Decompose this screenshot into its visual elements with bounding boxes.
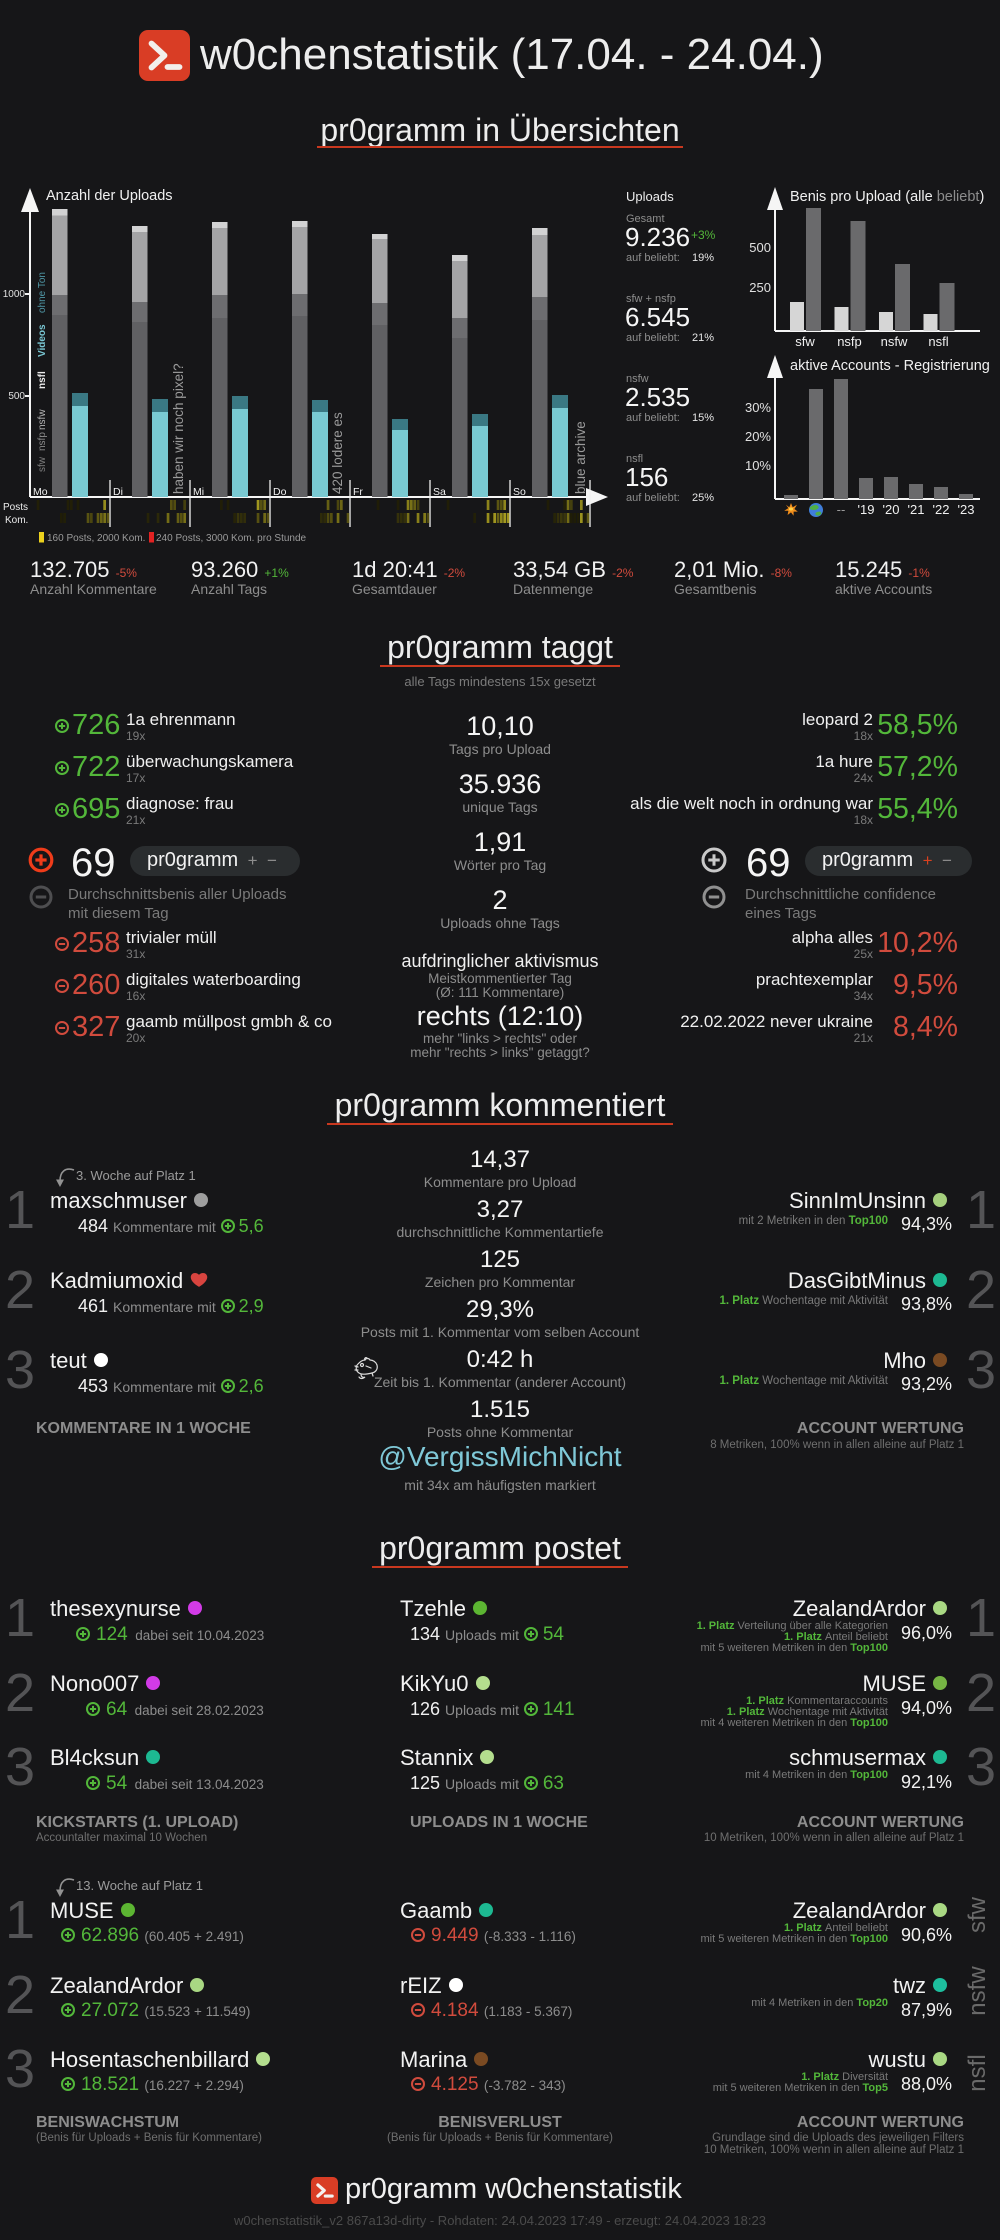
svg-text:haben wir noch pixel?: haben wir noch pixel?	[171, 363, 186, 494]
svg-text:--: --	[837, 502, 846, 517]
svg-text:nsfw: nsfw	[881, 334, 908, 349]
svg-text:Kom.: Kom.	[5, 515, 28, 526]
svg-text:'20: '20	[883, 502, 900, 517]
svg-text:420 lodere es: 420 lodere es	[330, 412, 345, 494]
svg-text:10%: 10%	[745, 458, 771, 473]
svg-text:nsfl: nsfl	[928, 334, 948, 349]
svg-text:Mi: Mi	[193, 486, 204, 498]
svg-text:'23: '23	[958, 502, 975, 517]
svg-text:250: 250	[749, 280, 771, 295]
svg-text:Fr: Fr	[353, 486, 363, 498]
svg-text:240 Posts, 3000 Kom. pro Stund: 240 Posts, 3000 Kom. pro Stunde	[156, 533, 307, 544]
svg-text:500: 500	[749, 240, 771, 255]
svg-text:'22: '22	[933, 502, 950, 517]
svg-text:nsfw: nsfw	[37, 409, 48, 430]
svg-text:Anzahl der Uploads: Anzahl der Uploads	[46, 188, 173, 204]
svg-text:nsfl: nsfl	[37, 371, 48, 389]
svg-text:nsfp: nsfp	[37, 432, 48, 451]
svg-text:sfw: sfw	[795, 334, 815, 349]
svg-text:160 Posts, 2000 Kom.: 160 Posts, 2000 Kom.	[47, 533, 145, 544]
svg-text:Posts: Posts	[3, 502, 28, 513]
svg-text:blue archive: blue archive	[573, 421, 588, 494]
svg-text:sfw: sfw	[37, 456, 48, 472]
svg-text:20%: 20%	[745, 429, 771, 444]
svg-text:Di: Di	[113, 486, 123, 498]
svg-text:nsfp: nsfp	[837, 334, 862, 349]
svg-text:Mo: Mo	[33, 486, 48, 498]
svg-text:ohne Ton: ohne Ton	[37, 272, 48, 313]
svg-text:So: So	[513, 486, 526, 498]
svg-text:'21: '21	[908, 502, 925, 517]
svg-text:aktive Accounts - Registrierun: aktive Accounts - Registrierung	[790, 358, 990, 374]
svg-text:'19: '19	[858, 502, 875, 517]
svg-text:Do: Do	[273, 486, 287, 498]
svg-text:Sa: Sa	[433, 486, 446, 498]
svg-text:Videos: Videos	[37, 324, 48, 357]
svg-text:30%: 30%	[745, 400, 771, 415]
svg-text:500: 500	[8, 391, 25, 402]
svg-text:1000: 1000	[3, 289, 26, 300]
svg-text:Benis pro Upload (alle beliebt: Benis pro Upload (alle beliebt)	[790, 189, 984, 205]
